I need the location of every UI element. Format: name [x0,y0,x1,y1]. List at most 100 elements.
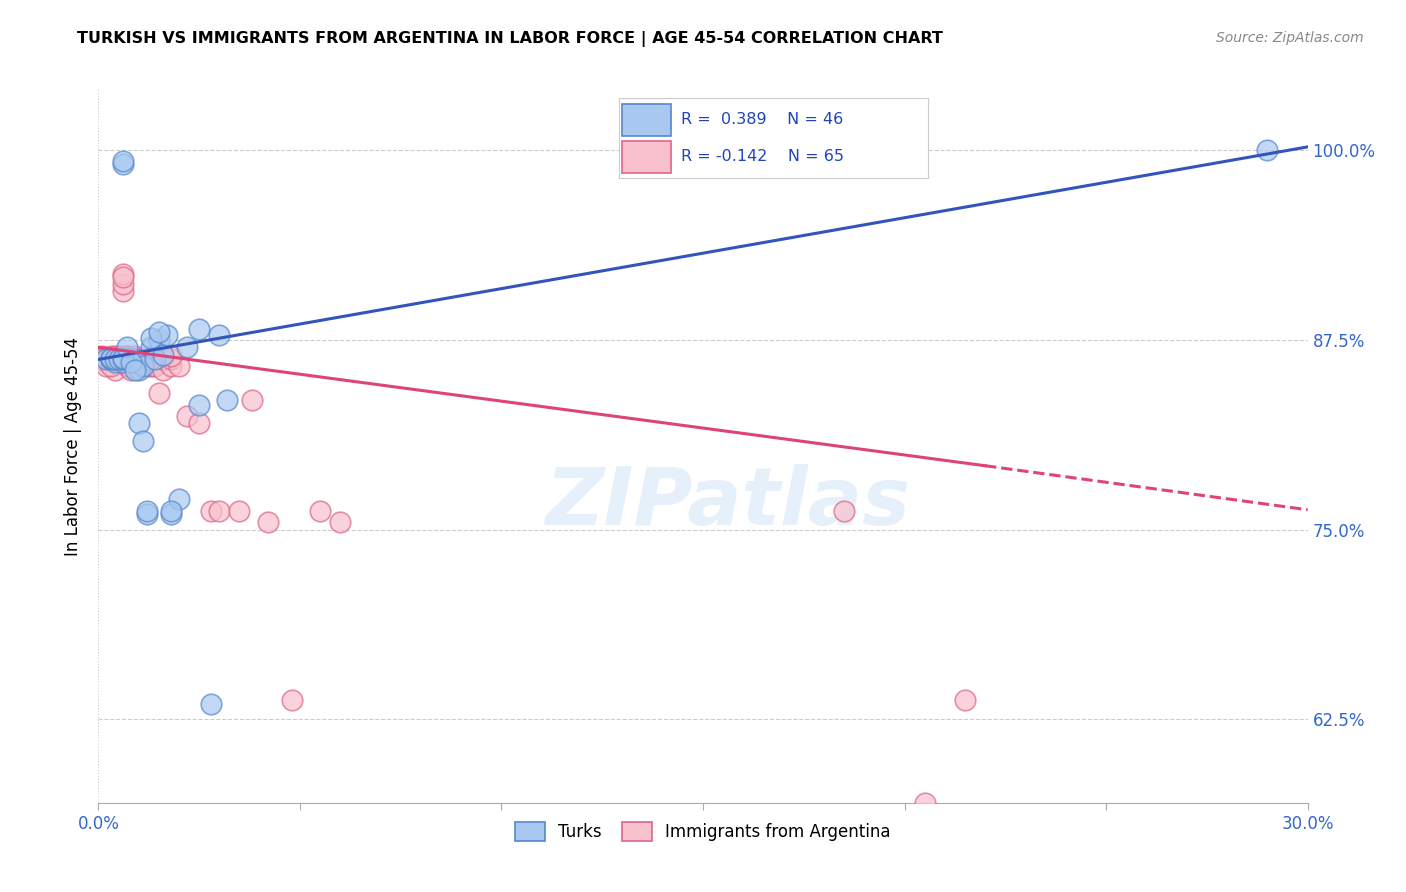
Point [953,692,976,706]
Point [107,350,129,364]
Point [152,348,174,362]
Point [208,504,231,518]
Point [103,355,125,369]
Point [100,359,122,373]
Point [139,359,162,373]
Point [111,284,134,298]
Point [160,359,183,373]
Point [832,504,855,518]
Point [914,796,936,810]
Point [143,348,166,362]
Point [309,504,332,518]
Point [111,352,134,367]
Point [156,328,179,343]
Point [132,359,155,373]
Point [120,363,142,377]
Point [111,277,134,291]
Point [124,352,146,367]
Point [128,359,150,373]
Point [152,363,174,377]
Point [103,352,125,367]
Point [103,352,125,367]
Point [148,333,170,347]
Point [188,322,211,336]
Point [100,351,122,365]
Point [115,359,138,373]
Point [111,351,134,365]
Point [103,363,125,377]
Point [128,416,150,430]
Point [132,355,155,369]
Point [128,352,150,367]
Point [167,492,190,507]
Point [100,352,122,367]
Point [124,350,146,364]
Point [115,351,138,365]
Point [120,352,142,367]
Point [115,350,138,364]
Y-axis label: In Labor Force | Age 45-54: In Labor Force | Age 45-54 [65,336,83,556]
Point [111,270,134,285]
Point [115,350,138,364]
Point [96,355,118,369]
Point [200,697,222,711]
Point [111,355,134,369]
Point [228,504,250,518]
FancyBboxPatch shape [621,103,671,136]
Point [135,504,157,518]
Point [128,363,150,377]
Legend: Turks, Immigrants from Argentina: Turks, Immigrants from Argentina [509,815,897,848]
Point [148,385,170,400]
Point [96,359,118,373]
Point [208,328,231,343]
Point [139,352,162,367]
Point [111,153,134,168]
Point [115,352,138,367]
Point [139,340,162,354]
Point [188,416,211,430]
Point [107,352,129,367]
Point [120,355,142,369]
Point [124,352,146,367]
Point [91,352,114,367]
Point [1256,143,1278,157]
Point [329,515,352,529]
Point [135,359,157,373]
Point [148,325,170,339]
Point [200,504,222,518]
Point [160,508,183,522]
Point [152,352,174,367]
Point [160,504,183,518]
Point [107,352,129,367]
Point [188,398,211,412]
Point [107,352,129,367]
Point [107,355,129,369]
Point [100,352,122,367]
Point [100,355,122,369]
Point [143,359,166,373]
Point [143,352,166,367]
Point [96,352,118,367]
Point [124,363,146,377]
Text: R = -0.142    N = 65: R = -0.142 N = 65 [681,149,844,164]
Text: ZIPatlas: ZIPatlas [544,464,910,542]
Point [256,515,278,529]
FancyBboxPatch shape [621,141,671,173]
Point [115,340,138,354]
Point [120,354,142,368]
Point [124,355,146,369]
Point [91,350,114,364]
Point [176,409,198,423]
Point [139,352,162,367]
Point [111,156,134,170]
Point [160,350,183,364]
Point [160,352,183,367]
Point [139,331,162,345]
Point [132,434,155,449]
Point [96,352,118,367]
Point [115,352,138,367]
Point [120,359,142,374]
Text: TURKISH VS IMMIGRANTS FROM ARGENTINA IN LABOR FORCE | AGE 45-54 CORRELATION CHAR: TURKISH VS IMMIGRANTS FROM ARGENTINA IN … [77,31,943,47]
Point [100,352,122,367]
Point [176,340,198,354]
